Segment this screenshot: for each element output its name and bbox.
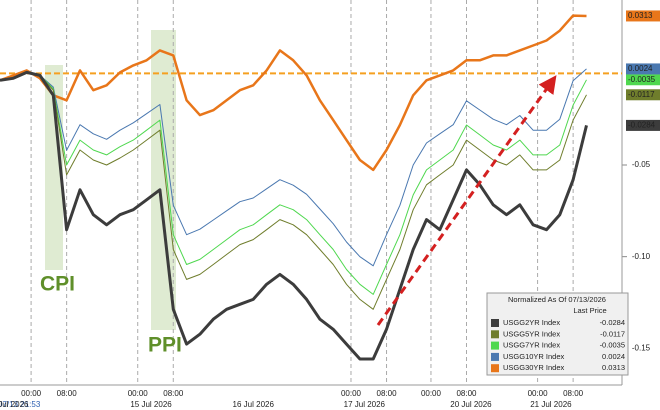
value-tag-label: 0.0313 — [628, 11, 653, 20]
legend-swatch — [491, 341, 499, 350]
value-tag — [626, 63, 660, 75]
value-tag — [626, 10, 660, 22]
legend-value: -0.0035 — [600, 341, 625, 350]
x-date-label: 15 Jul 2026 — [130, 400, 172, 409]
legend-subtitle: Last Price — [573, 306, 606, 315]
x-tick-label: 08:00 — [163, 389, 184, 398]
value-tag-label: -0.0035 — [628, 75, 656, 84]
x-tick-label: 00:00 — [128, 389, 149, 398]
series-line — [0, 70, 588, 361]
legend-name: USGG2YR Index — [503, 318, 560, 327]
ppi-label: PPI — [148, 334, 182, 357]
cpi-label: CPI — [40, 273, 75, 296]
legend: Normalized As Of 07/13/2026 Last Price U… — [486, 292, 629, 376]
x-tick-label: 08:00 — [57, 389, 78, 398]
value-tag-label: -0.0284 — [628, 121, 656, 130]
x-date-label: 21 Jul 2026 — [530, 400, 572, 409]
value-tag-label: -0.0117 — [628, 90, 655, 99]
y-tick-label: -0.10 — [632, 252, 651, 261]
ppi-band — [151, 30, 176, 330]
legend-box — [486, 292, 629, 376]
x-tick-label: 08:00 — [377, 389, 398, 398]
x-date-label: Jul 2026 — [0, 400, 29, 409]
series-line — [0, 71, 587, 295]
x-tick-label: 08:00 — [563, 389, 584, 398]
legend-swatch — [491, 330, 499, 339]
value-tag — [626, 119, 660, 131]
legend-swatch — [491, 364, 499, 373]
y-tick-label: -0.05 — [632, 160, 651, 169]
legend-name: USGG5YR Index — [503, 329, 560, 338]
series-line — [0, 71, 587, 310]
x-tick-label: 00:00 — [421, 389, 442, 398]
legend-value: 0.0313 — [602, 363, 625, 372]
legend-swatch — [491, 352, 499, 361]
x-tick-label: 00:00 — [21, 389, 42, 398]
legend-value: -0.0117 — [600, 329, 625, 338]
lines — [0, 14, 588, 361]
timestamp: 07/13 21:53 — [0, 400, 41, 409]
x-date-label: 17 Jul 2026 — [344, 400, 386, 409]
x-tick-label: 08:00 — [456, 389, 477, 398]
x-tick-label: 00:00 — [528, 389, 549, 398]
legend-value: -0.0284 — [600, 318, 625, 327]
value-tag — [626, 89, 660, 101]
value-tag — [626, 74, 660, 86]
x-date-label: 16 Jul 2026 — [233, 400, 275, 409]
legend-name: USGG10YR Index — [503, 352, 565, 361]
legend-name: USGG30YR Index — [503, 363, 565, 372]
series-line — [0, 14, 587, 172]
value-tag-label: 0.0024 — [628, 64, 653, 73]
legend-swatch — [491, 319, 499, 327]
y-tick-label: -0.15 — [632, 343, 651, 352]
trend-arrow — [376, 75, 557, 326]
x-tick-label: 00:00 — [341, 389, 362, 398]
legend-name: USGG7YR Index — [503, 341, 560, 350]
legend-value: 0.0024 — [602, 352, 625, 361]
series-line — [0, 68, 587, 267]
legend-title: Normalized As Of 07/13/2026 — [508, 295, 606, 304]
x-date-label: 20 Jul 2026 — [450, 400, 492, 409]
